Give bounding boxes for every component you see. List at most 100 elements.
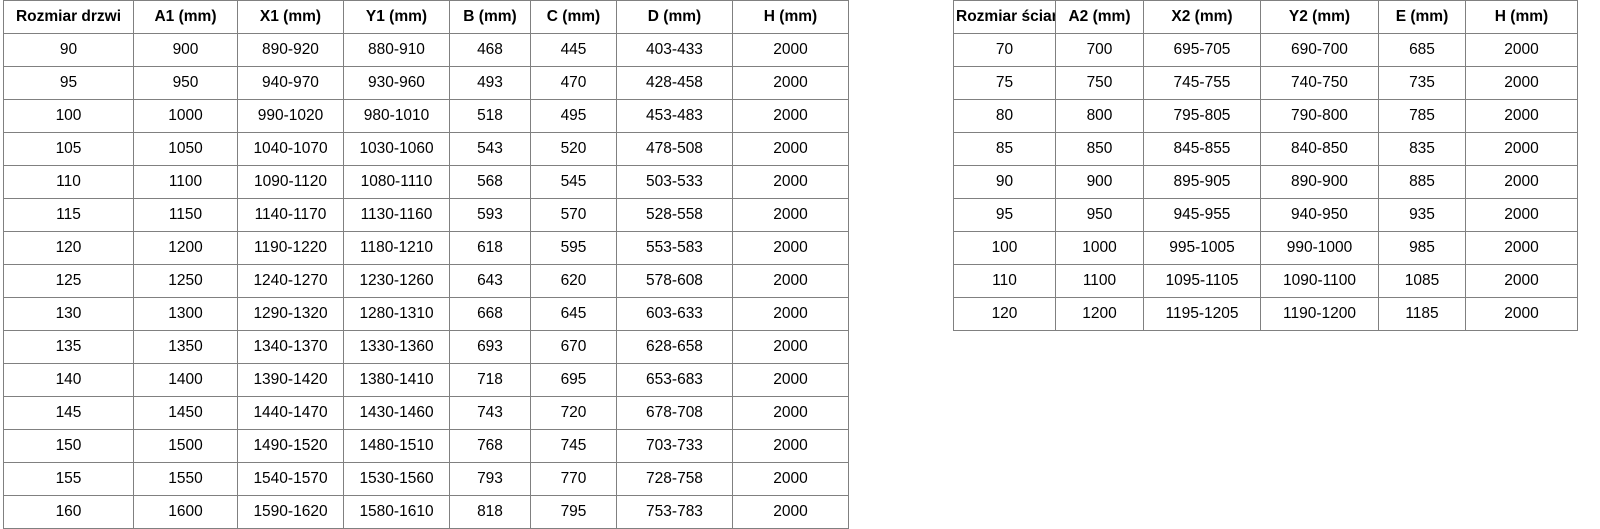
table-cell: 1090-1100 — [1260, 264, 1379, 298]
table-cell: 2000 — [1465, 264, 1578, 298]
table-row: 140 1400 1390-1420 1380-1410 718 695 653-683 20… — [3, 363, 849, 397]
column-header-3: Y1 (mm) — [343, 0, 450, 34]
table-cell: 1195-1205 — [1143, 297, 1261, 331]
table-cell: 140 — [3, 363, 134, 397]
table-cell: 935 — [1378, 198, 1466, 232]
table-cell: 700 — [1055, 33, 1144, 67]
table-cell: 1030-1060 — [343, 132, 450, 166]
table-cell: 130 — [3, 297, 134, 331]
table-cell: 150 — [3, 429, 134, 463]
table-cell: 1150 — [133, 198, 238, 232]
table-cell: 603-633 — [616, 297, 733, 331]
table-cell: 2000 — [1465, 66, 1578, 100]
table-cell: 2000 — [732, 165, 849, 199]
table-cell: 1200 — [133, 231, 238, 265]
table-cell: 793 — [449, 462, 531, 496]
table-cell: 990-1020 — [237, 99, 344, 133]
table-cell: 845-855 — [1143, 132, 1261, 166]
table-cell: 1550 — [133, 462, 238, 496]
table-cell: 468 — [449, 33, 531, 67]
table-cell: 90 — [3, 33, 134, 67]
table-cell: 1600 — [133, 495, 238, 529]
table-header-row: Rozmiar ściankiA2 (mm)X2 (mm)Y2 (mm)E (m… — [953, 0, 1578, 34]
table-cell: 735 — [1378, 66, 1466, 100]
table-cell: 90 — [953, 165, 1056, 199]
table-cell: 503-533 — [616, 165, 733, 199]
table-cell: 2000 — [732, 198, 849, 232]
table-cell: 453-483 — [616, 99, 733, 133]
table-cell: 950 — [133, 66, 238, 100]
table-cell: 990-1000 — [1260, 231, 1379, 265]
table-cell: 1590-1620 — [237, 495, 344, 529]
column-header-6: D (mm) — [616, 0, 733, 34]
table-cell: 2000 — [732, 297, 849, 331]
table-cell: 2000 — [732, 132, 849, 166]
table-cell: 1300 — [133, 297, 238, 331]
table-cell: 528-558 — [616, 198, 733, 232]
table-cell: 1500 — [133, 429, 238, 463]
table-cell: 685 — [1378, 33, 1466, 67]
table-cell: 445 — [530, 33, 617, 67]
table-cell: 495 — [530, 99, 617, 133]
wall-panel-size-specification-table: Rozmiar ściankiA2 (mm)X2 (mm)Y2 (mm)E (m… — [953, 0, 1578, 331]
table-row: 75 750 745-755 740-750 735 2000 — [953, 66, 1578, 100]
table-cell: 693 — [449, 330, 531, 364]
table-cell: 895-905 — [1143, 165, 1261, 199]
table-row: 110 1100 1090-1120 1080-1110 568 545 503-533 20… — [3, 165, 849, 199]
table-cell: 75 — [953, 66, 1056, 100]
table-cell: 1250 — [133, 264, 238, 298]
table-cell: 1095-1105 — [1143, 264, 1261, 298]
table-cell: 2000 — [732, 363, 849, 397]
table-cell: 1100 — [133, 165, 238, 199]
table-cell: 1350 — [133, 330, 238, 364]
table-cell: 2000 — [732, 231, 849, 265]
column-header-1: A1 (mm) — [133, 0, 238, 34]
table-cell: 1000 — [133, 99, 238, 133]
table-row: 160 1600 1590-1620 1580-1610 818 795 753-783 20… — [3, 495, 849, 529]
table-body: 70 700 695-705 690-700 685 2000 75 750 745-755 74… — [953, 33, 1578, 331]
column-header-4: B (mm) — [449, 0, 531, 34]
table-cell: 2000 — [1465, 165, 1578, 199]
table-row: 95 950 940-970 930-960 493 470 428-458 2000 — [3, 66, 849, 100]
table-row: 100 1000 990-1020 980-1010 518 495 453-483 2000 — [3, 99, 849, 133]
table-cell: 2000 — [732, 396, 849, 430]
table-cell: 628-658 — [616, 330, 733, 364]
table-cell: 1280-1310 — [343, 297, 450, 331]
table-cell: 545 — [530, 165, 617, 199]
table-row: 105 1050 1040-1070 1030-1060 543 520 478-508 20… — [3, 132, 849, 166]
table-cell: 520 — [530, 132, 617, 166]
column-header-5: H (mm) — [1465, 0, 1578, 34]
table-cell: 570 — [530, 198, 617, 232]
table-cell: 1380-1410 — [343, 363, 450, 397]
table-cell: 1130-1160 — [343, 198, 450, 232]
table-cell: 1000 — [1055, 231, 1144, 265]
table-cell: 115 — [3, 198, 134, 232]
table-cell: 678-708 — [616, 396, 733, 430]
table-cell: 70 — [953, 33, 1056, 67]
table-cell: 890-900 — [1260, 165, 1379, 199]
table-cell: 1085 — [1378, 264, 1466, 298]
table-row: 115 1150 1140-1170 1130-1160 593 570 528-558 20… — [3, 198, 849, 232]
table-cell: 120 — [953, 297, 1056, 331]
table-row: 95 950 945-955 940-950 935 2000 — [953, 198, 1578, 232]
table-cell: 518 — [449, 99, 531, 133]
table-cell: 2000 — [732, 264, 849, 298]
table-cell: 1180-1210 — [343, 231, 450, 265]
table-cell: 720 — [530, 396, 617, 430]
table-cell: 945-955 — [1143, 198, 1261, 232]
table-cell: 593 — [449, 198, 531, 232]
table-cell: 1440-1470 — [237, 396, 344, 430]
table-cell: 1450 — [133, 396, 238, 430]
table-cell: 795-805 — [1143, 99, 1261, 133]
table-cell: 1290-1320 — [237, 297, 344, 331]
table-cell: 120 — [3, 231, 134, 265]
table-cell: 718 — [449, 363, 531, 397]
table-cell: 403-433 — [616, 33, 733, 67]
table-cell: 770 — [530, 462, 617, 496]
table-cell: 100 — [3, 99, 134, 133]
table-cell: 1240-1270 — [237, 264, 344, 298]
table-cell: 95 — [3, 66, 134, 100]
table-cell: 850 — [1055, 132, 1144, 166]
table-cell: 1330-1360 — [343, 330, 450, 364]
table-row: 125 1250 1240-1270 1230-1260 643 620 578-608 20… — [3, 264, 849, 298]
